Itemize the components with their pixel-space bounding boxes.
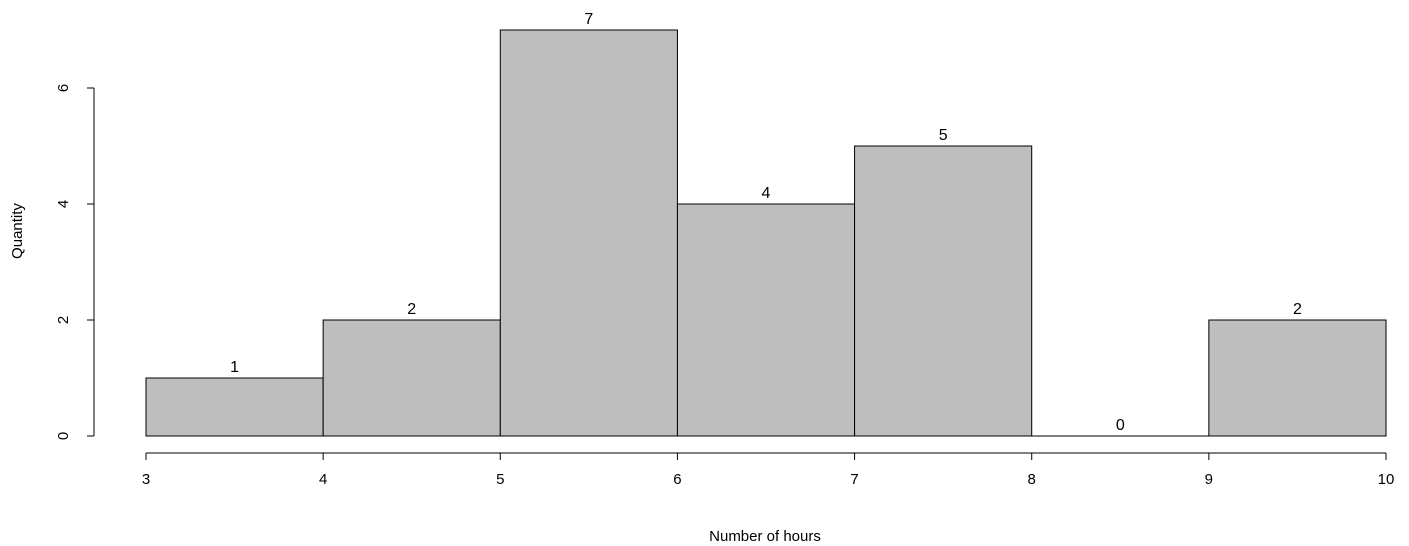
bar-value-label: 4	[762, 185, 771, 202]
bar-value-label: 1	[230, 359, 239, 376]
bar-labels-group: 1 2 7 4 5 0 2	[230, 11, 1302, 434]
y-tick-label: 6	[55, 84, 72, 92]
x-tick-label: 9	[1205, 471, 1213, 488]
y-tick-label: 2	[55, 316, 72, 324]
y-tick-label: 0	[55, 432, 72, 440]
bar-3-4	[145, 377, 324, 437]
bars-group	[145, 29, 1387, 437]
bar-7-8	[854, 145, 1033, 437]
bar-value-label: 0	[1116, 417, 1125, 434]
x-axis-label: Number of hours	[709, 528, 821, 545]
bar-6-7	[676, 203, 856, 437]
bar-value-label: 2	[1293, 301, 1302, 318]
x-tick-label: 8	[1028, 471, 1036, 488]
y-axis-label: Quantity	[9, 203, 26, 259]
x-tick-label: 7	[850, 471, 858, 488]
bar-value-label: 5	[939, 127, 948, 144]
x-tick-label: 4	[319, 471, 327, 488]
y-axis: 0 2 4 6	[55, 84, 95, 440]
bar-9-10	[1208, 319, 1387, 437]
x-tick-label: 3	[142, 471, 150, 488]
bar-value-label: 2	[407, 301, 416, 318]
x-tick-label: 10	[1378, 471, 1395, 488]
x-axis: 3 4 5 6 7 8 9 10	[142, 452, 1395, 488]
bar-5-6	[499, 29, 678, 437]
y-tick-label: 4	[55, 200, 72, 208]
x-tick-label: 5	[496, 471, 504, 488]
x-tick-label: 6	[673, 471, 681, 488]
bar-value-label: 7	[584, 11, 593, 28]
bar-4-5	[322, 319, 501, 437]
